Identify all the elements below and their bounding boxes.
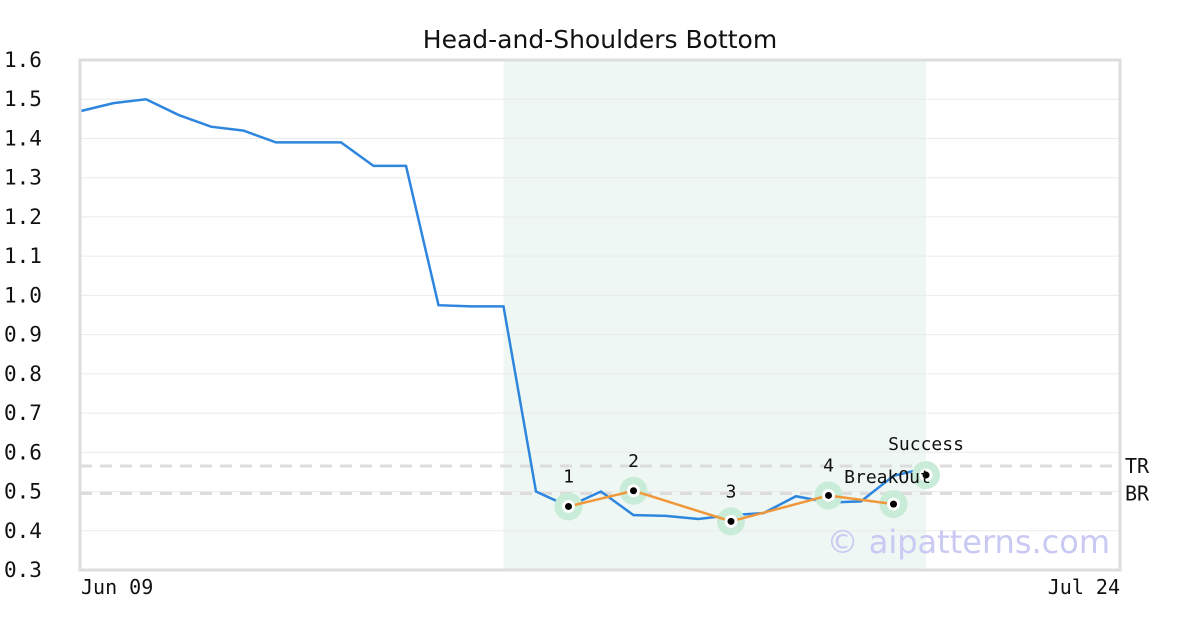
- pattern-point-label: Success: [888, 434, 964, 455]
- pattern-marker: [565, 502, 572, 510]
- y-tick-label: 1.6: [4, 48, 42, 72]
- x-axis-ticks: Jun 09 Jul 24: [81, 575, 1120, 599]
- y-tick-label: 1.0: [4, 283, 42, 307]
- plot-frame: [78, 58, 1122, 572]
- pattern-marker: [825, 491, 832, 499]
- pattern-labels: 1 2 3 4 BreakOut Success: [563, 434, 964, 502]
- pattern-markers: [562, 468, 933, 528]
- pattern-point-label: 3: [726, 481, 737, 502]
- y-axis-ticks: 0.3 0.4 0.5 0.6 0.7 0.8 0.9 1.0 1.1 1.2 1.3 1.4 1.5 1…: [4, 48, 42, 582]
- y-tick-label: 0.7: [4, 401, 42, 425]
- y-tick-label: 0.6: [4, 440, 42, 464]
- level-label: BR: [1125, 482, 1150, 506]
- pattern-point-label: 1: [563, 466, 574, 487]
- y-tick-label: 0.8: [4, 362, 42, 386]
- level-label: TR: [1125, 454, 1150, 478]
- pattern-point-label: BreakOut: [844, 467, 931, 488]
- chart-title: Head-and-Shoulders Bottom: [423, 25, 777, 54]
- pattern-marker: [630, 487, 637, 495]
- level-lines: TR BR: [80, 454, 1150, 506]
- x-tick-label: Jul 24: [1048, 575, 1120, 599]
- y-tick-label: 0.4: [4, 519, 42, 543]
- y-tick-label: 1.2: [4, 205, 42, 229]
- y-tick-label: 1.4: [4, 126, 42, 150]
- pattern-marker: [727, 517, 735, 525]
- y-tick-label: 1.3: [4, 166, 42, 190]
- watermark: © aipatterns.com: [827, 523, 1110, 561]
- y-tick-label: 0.3: [4, 558, 42, 582]
- y-tick-label: 1.5: [4, 87, 42, 111]
- price-series-line: [80, 97, 927, 521]
- pattern-marker: [890, 500, 897, 508]
- y-tick-label: 0.9: [4, 323, 42, 347]
- y-tick-label: 0.5: [4, 480, 42, 504]
- y-tick-label: 1.1: [4, 244, 42, 268]
- pattern-point-label: 2: [628, 451, 639, 472]
- highlight-region: [503, 60, 926, 570]
- pattern-point-label: 4: [823, 455, 834, 476]
- x-tick-label: Jun 09: [81, 575, 153, 599]
- pattern-marker: [922, 471, 930, 479]
